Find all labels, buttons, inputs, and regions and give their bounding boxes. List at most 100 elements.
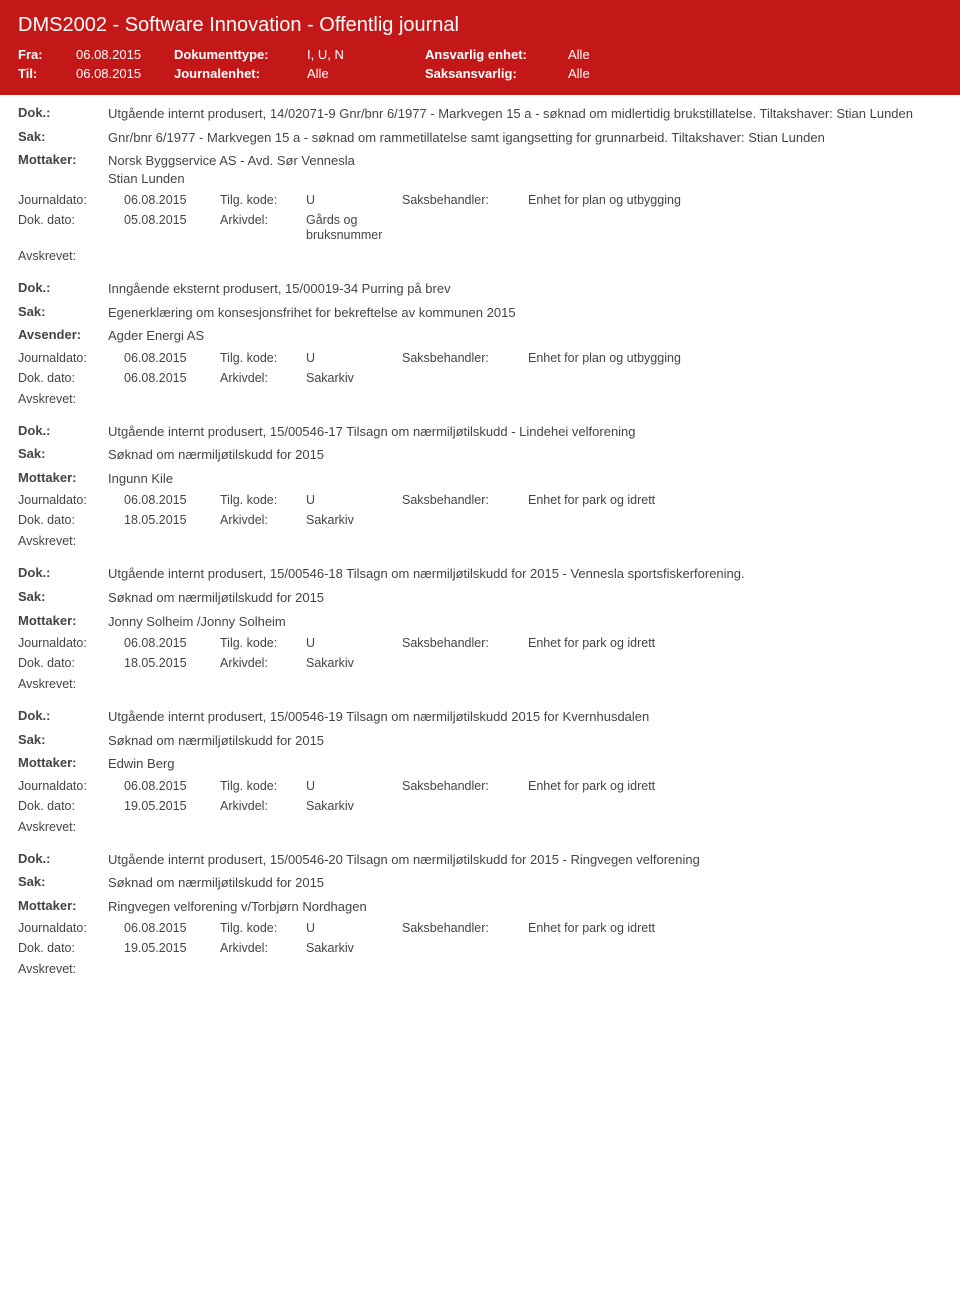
journaldato-value: 06.08.2015 — [124, 351, 204, 365]
sak-label: Sak: — [18, 589, 108, 607]
tilgkode-value: U — [306, 193, 386, 207]
party-label: Mottaker: — [18, 470, 108, 488]
dok-label: Dok.: — [18, 423, 108, 441]
dokdato-label: Dok. dato: — [18, 799, 108, 813]
saksbehandler-label: Saksbehandler: — [402, 636, 512, 650]
tilgkode-label: Tilg. kode: — [220, 493, 290, 507]
journaldato-label: Journaldato: — [18, 351, 108, 365]
saksbehandler-value: Enhet for plan og utbygging — [528, 351, 681, 365]
arkivdel-label: Arkivdel: — [220, 371, 290, 385]
arkivdel-label: Arkivdel: — [220, 513, 290, 527]
til-label: Til: — [18, 66, 58, 81]
sak-label: Sak: — [18, 446, 108, 464]
page-header: DMS2002 - Software Innovation - Offentli… — [0, 0, 960, 95]
avskrevet-label: Avskrevet: — [18, 820, 942, 834]
arkivdel-value: Sakarkiv — [306, 941, 426, 956]
dok-meta-row: Dok. dato: 05.08.2015 Arkivdel: Gårds og br… — [18, 213, 942, 243]
dok-label: Dok.: — [18, 708, 108, 726]
dokdato-label: Dok. dato: — [18, 213, 108, 227]
journal-entry: Dok.:Utgående internt produsert, 15/0054… — [0, 698, 960, 841]
ansvarlig-value: Alle — [568, 47, 628, 62]
journalenhet-label: Journalenhet: — [174, 66, 289, 81]
dokdato-value: 19.05.2015 — [124, 941, 204, 955]
fra-value: 06.08.2015 — [76, 47, 156, 62]
saksbehandler-value: Enhet for park og idrett — [528, 779, 655, 793]
saksbehandler-value: Enhet for park og idrett — [528, 921, 655, 935]
journaldato-label: Journaldato: — [18, 193, 108, 207]
tilgkode-value: U — [306, 636, 386, 650]
journaldato-label: Journaldato: — [18, 493, 108, 507]
header-row-1: Fra: 06.08.2015 Dokumenttype: I, U, N An… — [18, 47, 942, 62]
dokdato-value: 05.08.2015 — [124, 213, 204, 227]
ansvarlig-label: Ansvarlig enhet: — [425, 47, 550, 62]
saksansvarlig-label: Saksansvarlig: — [425, 66, 550, 81]
dokdato-value: 06.08.2015 — [124, 371, 204, 385]
party-label: Mottaker: — [18, 755, 108, 773]
saksbehandler-value: Enhet for plan og utbygging — [528, 193, 681, 207]
dokdato-value: 18.05.2015 — [124, 656, 204, 670]
party-value: Agder Energi AS — [108, 327, 942, 345]
dok-value: Utgående internt produsert, 14/02071-9 G… — [108, 105, 942, 123]
journal-entry: Dok.:Utgående internt produsert, 15/0054… — [0, 555, 960, 698]
party-label: Mottaker: — [18, 613, 108, 631]
dok-value: Utgående internt produsert, 15/00546-17 … — [108, 423, 942, 441]
tilgkode-value: U — [306, 779, 386, 793]
dok-value: Inngående eksternt produsert, 15/00019-3… — [108, 280, 942, 298]
tilgkode-label: Tilg. kode: — [220, 921, 290, 935]
arkivdel-value: Sakarkiv — [306, 799, 426, 814]
sak-label: Sak: — [18, 874, 108, 892]
dokdato-label: Dok. dato: — [18, 371, 108, 385]
party-value: Ingunn Kile — [108, 470, 942, 488]
party-value: Norsk Byggservice AS - Avd. Sør Vennesla… — [108, 152, 942, 187]
journal-meta-row: Journaldato:06.08.2015Tilg. kode:USaksbe… — [18, 493, 942, 507]
journaldato-value: 06.08.2015 — [124, 193, 204, 207]
tilgkode-label: Tilg. kode: — [220, 193, 290, 207]
avskrevet-label: Avskrevet: — [18, 677, 942, 691]
party-value: Edwin Berg — [108, 755, 942, 773]
journal-meta-row: Journaldato: 06.08.2015 Tilg. kode: U Saksbe… — [18, 193, 942, 207]
saksbehandler-value: Enhet for park og idrett — [528, 636, 655, 650]
arkivdel-label: Arkivdel: — [220, 213, 290, 227]
saksbehandler-value: Enhet for park og idrett — [528, 493, 655, 507]
sak-value: Søknad om nærmiljøtilskudd for 2015 — [108, 732, 942, 750]
party-label: Mottaker: — [18, 152, 108, 187]
arkivdel-label: Arkivdel: — [220, 941, 290, 955]
journal-meta-row: Journaldato:06.08.2015Tilg. kode:USaksbe… — [18, 351, 942, 365]
journaldato-value: 06.08.2015 — [124, 921, 204, 935]
arkivdel-label: Arkivdel: — [220, 799, 290, 813]
dok-meta-row: Dok. dato: 06.08.2015 Arkivdel: Sakarkiv — [18, 371, 942, 386]
arkivdel-value: Gårds og bruksnummer — [306, 213, 426, 243]
sak-value: Søknad om nærmiljøtilskudd for 2015 — [108, 446, 942, 464]
party-value: Ringvegen velforening v/Torbjørn Nordhag… — [108, 898, 942, 916]
tilgkode-label: Tilg. kode: — [220, 636, 290, 650]
avskrevet-label: Avskrevet: — [18, 534, 942, 548]
doktype-label: Dokumenttype: — [174, 47, 289, 62]
journaldato-label: Journaldato: — [18, 636, 108, 650]
dokdato-value: 19.05.2015 — [124, 799, 204, 813]
journal-meta-row: Journaldato:06.08.2015Tilg. kode:USaksbe… — [18, 779, 942, 793]
journal-entry: Dok.:Utgående internt produsert, 15/0054… — [0, 841, 960, 984]
sak-label: Sak: — [18, 732, 108, 750]
journal-entry: Dok.:Utgående internt produsert, 14/0207… — [0, 95, 960, 270]
journaldato-label: Journaldato: — [18, 779, 108, 793]
avskrevet-label: Avskrevet: — [18, 392, 942, 406]
arkivdel-value: Sakarkiv — [306, 371, 426, 386]
sak-label: Sak: — [18, 129, 108, 147]
dokdato-label: Dok. dato: — [18, 941, 108, 955]
doktype-value: I, U, N — [307, 47, 407, 62]
dokdato-label: Dok. dato: — [18, 656, 108, 670]
dok-meta-row: Dok. dato: 19.05.2015 Arkivdel: Sakarkiv — [18, 941, 942, 956]
party-label: Avsender: — [18, 327, 108, 345]
dok-label: Dok.: — [18, 851, 108, 869]
saksbehandler-label: Saksbehandler: — [402, 193, 512, 207]
avskrevet-label: Avskrevet: — [18, 962, 942, 976]
journal-entry: Dok.:Inngående eksternt produsert, 15/00… — [0, 270, 960, 413]
dok-value: Utgående internt produsert, 15/00546-20 … — [108, 851, 942, 869]
journal-meta-row: Journaldato:06.08.2015Tilg. kode:USaksbe… — [18, 636, 942, 650]
saksbehandler-label: Saksbehandler: — [402, 921, 512, 935]
sak-value: Egenerklæring om konsesjonsfrihet for be… — [108, 304, 942, 322]
journaldato-value: 06.08.2015 — [124, 493, 204, 507]
saksbehandler-label: Saksbehandler: — [402, 493, 512, 507]
dok-meta-row: Dok. dato:18.05.2015Arkivdel:Sakarkiv — [18, 656, 942, 671]
saksbehandler-label: Saksbehandler: — [402, 779, 512, 793]
